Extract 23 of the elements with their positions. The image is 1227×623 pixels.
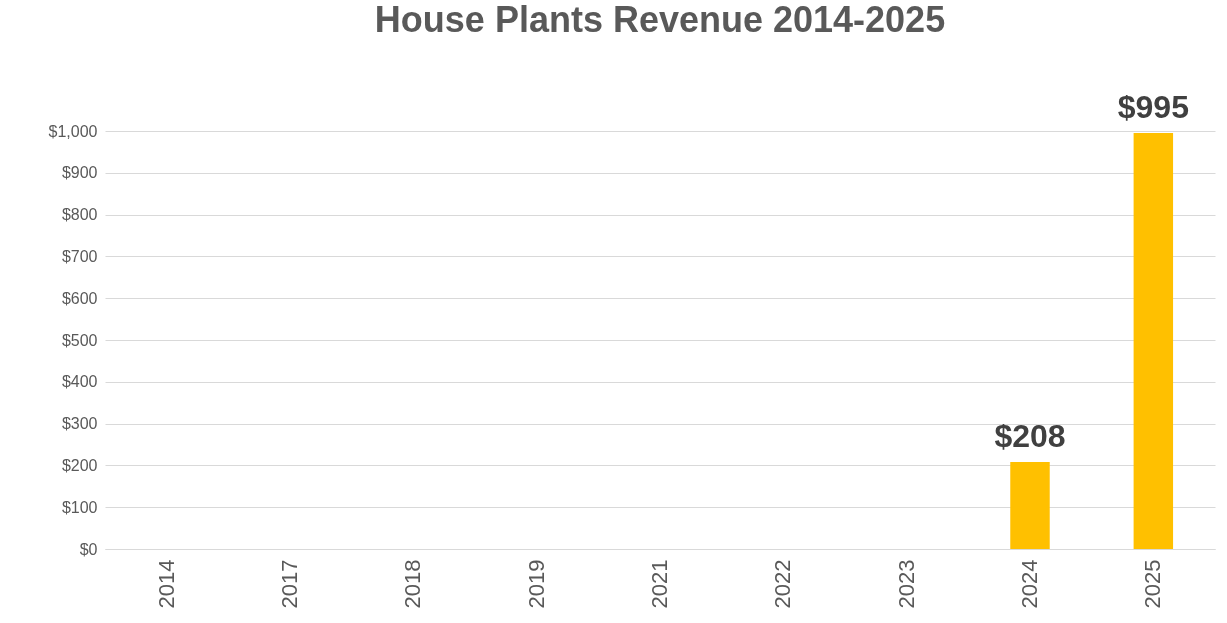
y-tick-label: $1,000 xyxy=(48,122,98,140)
y-tick-label: $300 xyxy=(61,415,98,433)
data-label: $208 xyxy=(994,418,1066,455)
x-tick-label: 2025 xyxy=(1140,559,1166,609)
y-tick-label: $200 xyxy=(61,456,98,474)
y-tick-label: $800 xyxy=(61,206,98,224)
x-tick-label: 2022 xyxy=(770,559,796,609)
y-tick-label: $900 xyxy=(61,164,98,182)
x-tick-label: 2017 xyxy=(277,559,302,609)
y-tick-label: $100 xyxy=(61,498,98,516)
chart-title: House Plants Revenue 2014-2025 xyxy=(374,0,946,41)
data-label: $995 xyxy=(1117,89,1189,126)
x-tick-label: 2018 xyxy=(400,559,426,609)
y-tick-label: $500 xyxy=(61,331,98,349)
y-tick-label: $700 xyxy=(61,247,98,265)
y-tick-label: $600 xyxy=(61,289,98,307)
y-tick-label: $0 xyxy=(79,540,98,558)
x-tick-label: 2019 xyxy=(523,559,549,609)
x-tick-label: 2014 xyxy=(153,559,179,609)
x-tick-label: 2023 xyxy=(893,559,919,609)
x-tick-label: 2021 xyxy=(647,559,672,609)
x-tick-label: 2024 xyxy=(1017,559,1042,609)
y-tick-label: $400 xyxy=(61,373,98,391)
